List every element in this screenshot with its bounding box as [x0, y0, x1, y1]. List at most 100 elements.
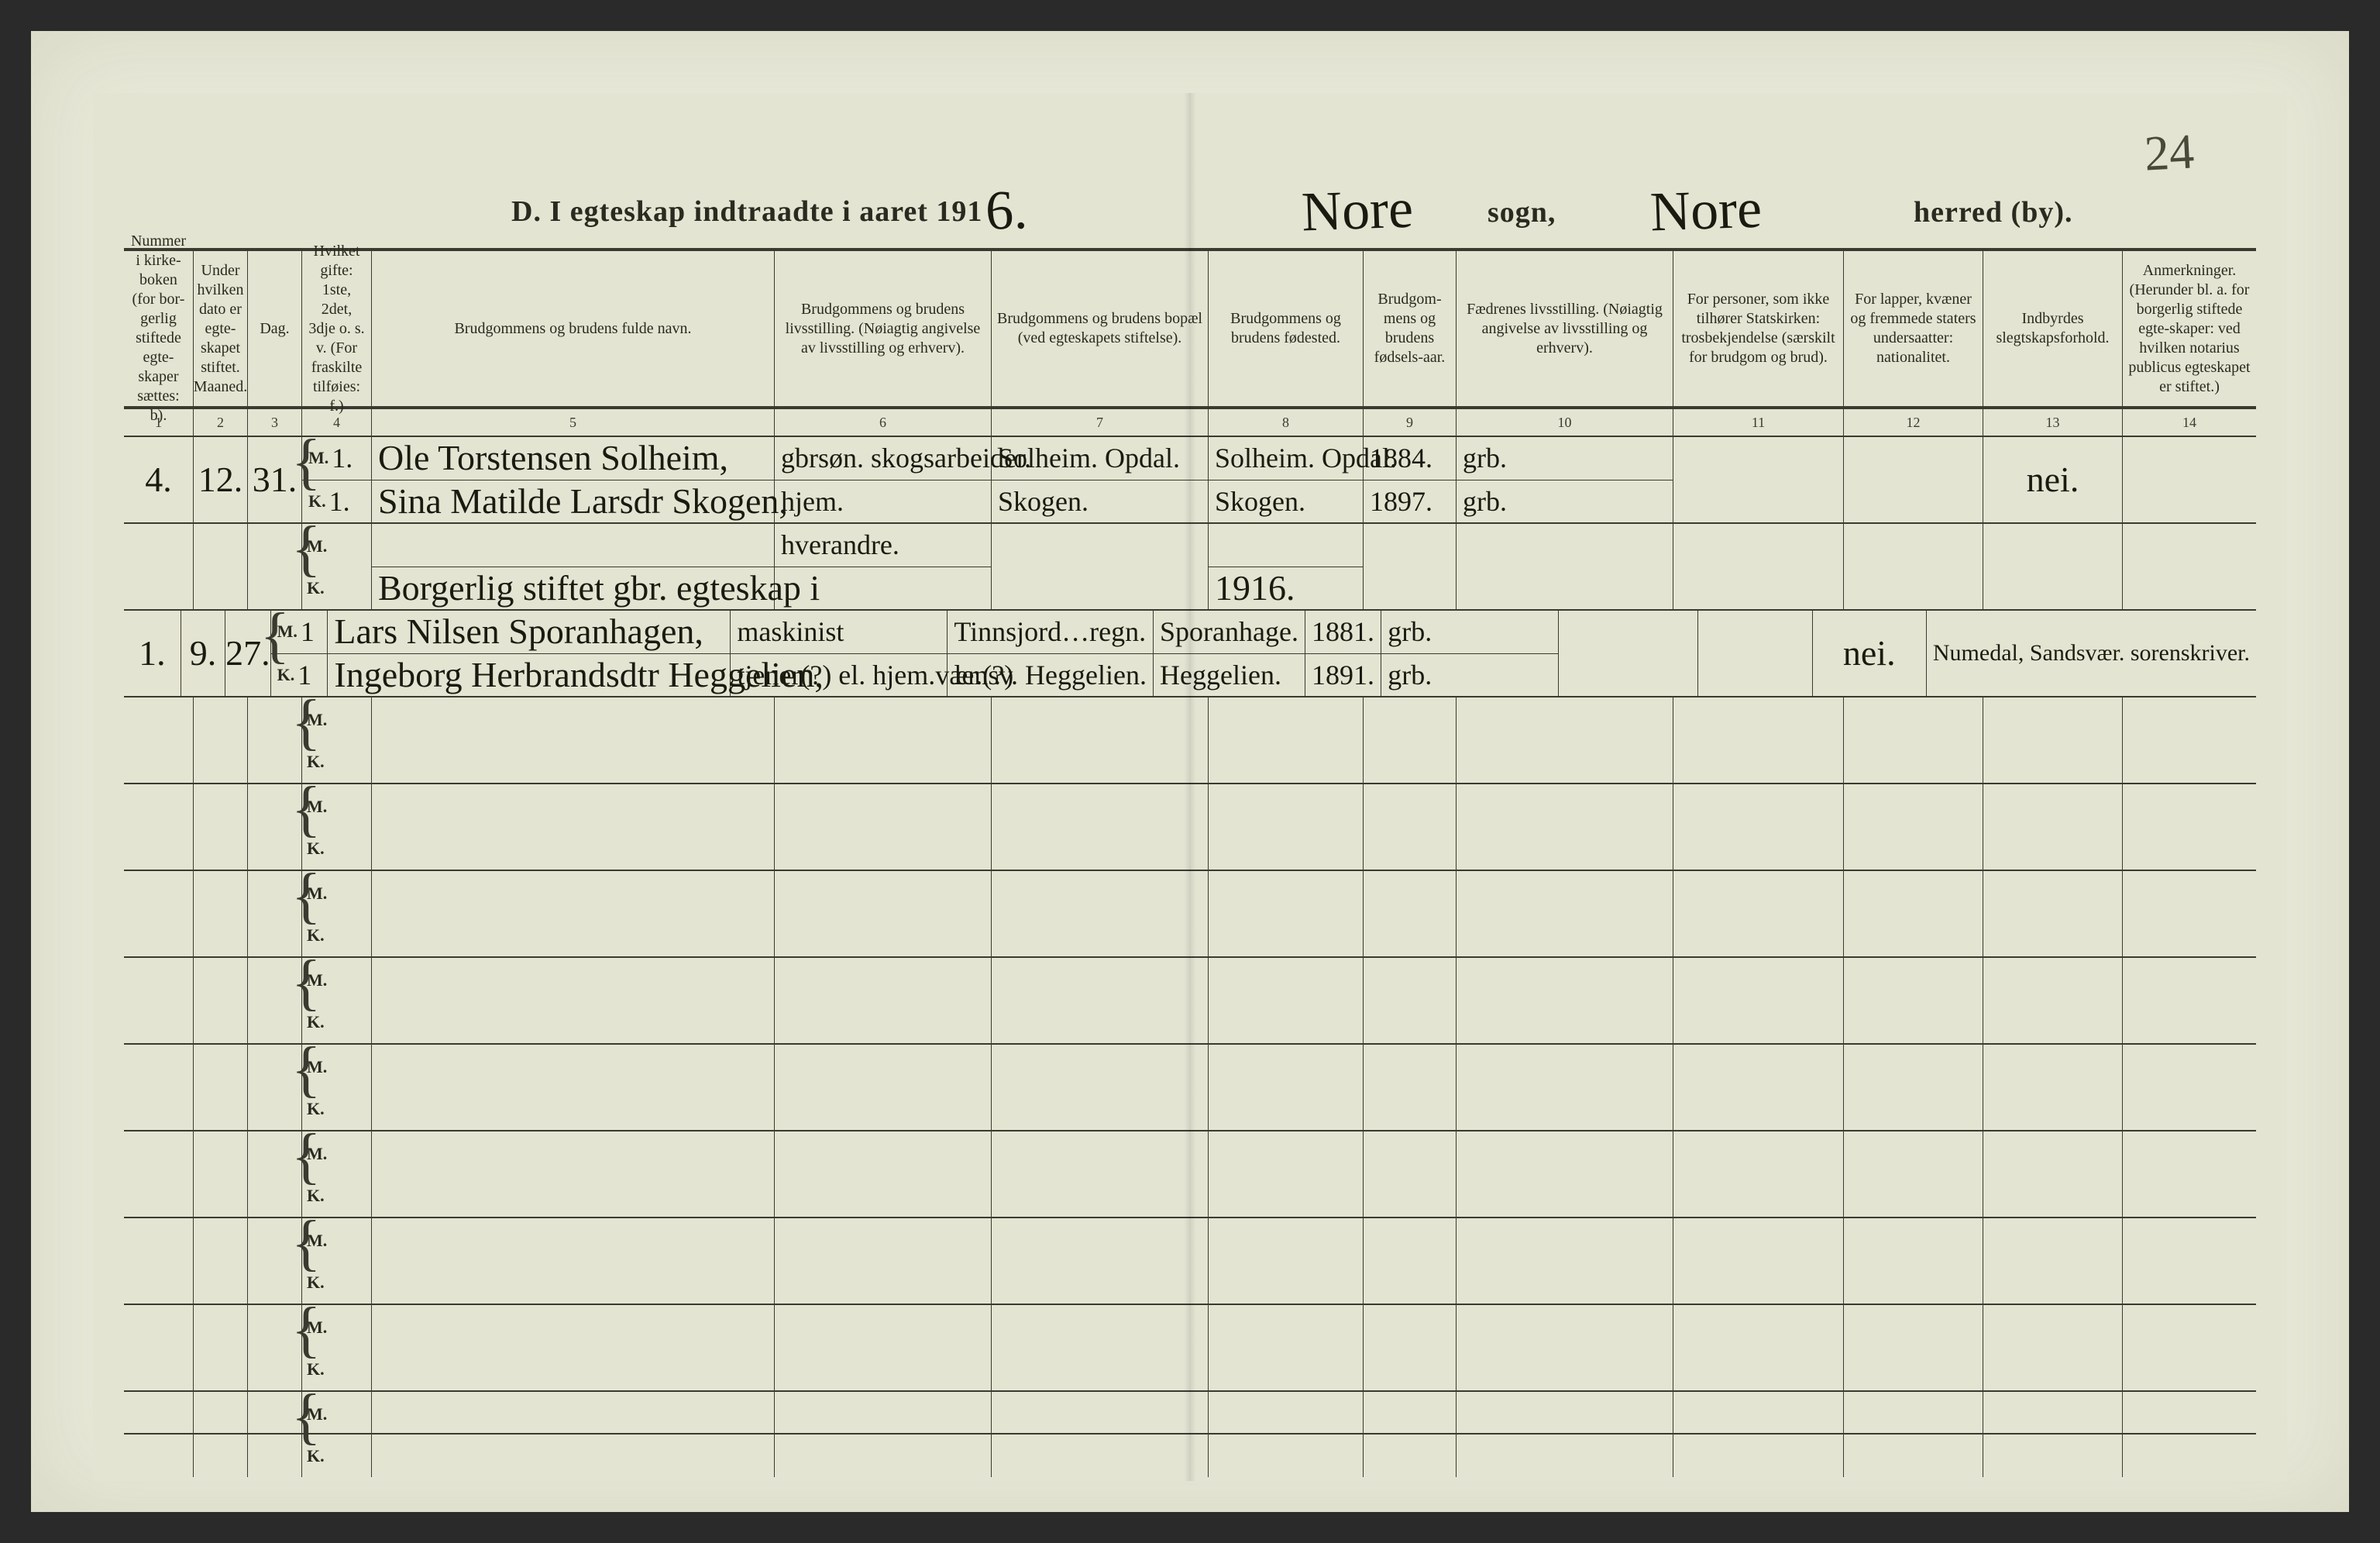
table-cell: { M. 1. K. 1. [302, 437, 372, 522]
sogn-hand: Nore [1301, 177, 1415, 245]
table-cell [1364, 524, 1457, 609]
handwritten-text: 12. [198, 462, 243, 498]
table-cell [1844, 524, 1983, 609]
table-cell [2123, 1045, 2256, 1130]
column-number: 5 [372, 409, 775, 436]
column-header: Fædrenes livsstilling. (Nøiagtig angivel… [1457, 251, 1673, 406]
handwritten-text: 1916. [1215, 570, 1295, 606]
table-cell [1364, 1045, 1457, 1130]
title-prefix: D. I egteskap indtraadte i aaret 191 [511, 195, 982, 228]
table-cell [124, 1392, 194, 1477]
table-cell [1983, 524, 2123, 609]
table-cell [1364, 958, 1457, 1043]
handwritten-text: maskinist [737, 618, 844, 646]
table-cell [372, 958, 775, 1043]
handwritten-text: Tinnsjord…regn. [954, 618, 1146, 646]
mk-label-m: M. [307, 797, 327, 817]
table-cell [992, 871, 1209, 956]
handwritten-text: 9. [190, 635, 217, 671]
table-cell [1983, 784, 2123, 870]
handwritten-text: Borgerlig stiftet gbr. egteskap i [378, 570, 820, 606]
table-cell [1209, 784, 1364, 870]
table-cell [124, 958, 194, 1043]
mk-label-k: K. [307, 839, 325, 859]
handwritten-text: Lars Nilsen Sporanhagen, [334, 614, 703, 649]
mk-label-m: M. [307, 710, 327, 730]
handwritten-text: grb. [1463, 487, 1507, 515]
mk-bracket-cell: { M. K. [302, 1305, 372, 1390]
register-sheet: 24 D. I egteskap indtraadte i aaret 191 … [93, 93, 2287, 1481]
table-cell [1457, 697, 1673, 783]
table-cell [992, 1392, 1209, 1477]
table-cell [1844, 1392, 1983, 1477]
table-cell: gbrsøn. skogsarbeider.hjem. [775, 437, 992, 522]
herred-hand: Nore [1649, 177, 1763, 245]
column-header: Indbyrdes slegtskapsforhold. [1983, 251, 2123, 406]
table-cell [1673, 958, 1844, 1043]
handwritten-text: 1897. [1370, 487, 1432, 515]
handwritten-text: 1 [298, 661, 311, 689]
table-row: { M. K. [124, 1218, 2256, 1305]
column-header: Brudgommens og brudens fødested. [1209, 251, 1364, 406]
table-cell [1983, 1305, 2123, 1390]
handwritten-text: 31. [253, 462, 298, 498]
handwritten-text: 4. [145, 462, 172, 498]
table-cell [992, 1305, 1209, 1390]
column-header: Hvilket gifte: 1ste, 2det, 3dje o. s. v.… [302, 251, 372, 406]
table-cell [992, 1045, 1209, 1130]
column-header: Under hvilken dato er egte-skapet stifte… [194, 251, 248, 406]
handwritten-text: nei. [2027, 462, 2079, 498]
table-row: 1.9.27. { M. 1 K. 1 Lars Nilsen Sporanha… [124, 611, 2256, 697]
handwritten-text: Skogen. [1215, 487, 1305, 515]
column-header: Brudgommens og brudens livsstilling. (Nø… [775, 251, 992, 406]
table-cell [2123, 437, 2256, 522]
table-cell [1983, 1218, 2123, 1304]
table-cell [2123, 1305, 2256, 1390]
table-cell [775, 697, 992, 783]
table-row: { M. K. [124, 1305, 2256, 1392]
mk-bracket-cell: { M. K. [302, 871, 372, 956]
table-cell: grb.grb. [1457, 437, 1673, 522]
mk-label-k: K. [307, 1273, 325, 1293]
column-header: Nummer i kirke-boken (for bor-gerlig sti… [124, 251, 194, 406]
handwritten-text: Ole Torstensen Solheim, [378, 440, 728, 476]
table-cell [124, 1131, 194, 1217]
handwritten-text: nei. [1843, 635, 1896, 671]
table-cell [775, 1131, 992, 1217]
table-cell [2123, 1392, 2256, 1477]
table-cell [2123, 784, 2256, 870]
mk-label-m: M. [307, 970, 327, 990]
table-cell: nei. [1983, 437, 2123, 522]
table-cell [1983, 871, 2123, 956]
table-cell [1844, 871, 1983, 956]
mk-bracket-cell: { M. K. [302, 697, 372, 783]
table-cell: Sporanhage.Heggelien. [1154, 611, 1305, 696]
handwritten-text: Solheim. Opdal. [998, 444, 1180, 472]
handwritten-text: Sina Matilde Larsdr Skogen, [378, 484, 788, 519]
table-cell: 9. [181, 611, 225, 696]
table-cell [1364, 1305, 1457, 1390]
table-header: Nummer i kirke-boken (for bor-gerlig sti… [124, 251, 2256, 409]
table-cell [775, 1392, 992, 1477]
table-cell [992, 697, 1209, 783]
table-cell [992, 524, 1209, 609]
table-cell [1209, 1305, 1364, 1390]
scanned-page: 24 D. I egteskap indtraadte i aaret 191 … [31, 31, 2349, 1512]
table-cell [1673, 437, 1844, 522]
table-cell [2123, 1131, 2256, 1217]
handwritten-text: grb. [1388, 661, 1432, 689]
table-cell [1983, 1392, 2123, 1477]
table-cell [1983, 1131, 2123, 1217]
table-cell [775, 1218, 992, 1304]
table-cell [1844, 1045, 1983, 1130]
table-cell: 12. [194, 437, 248, 522]
column-header: For lapper, kvæner og fremmede staters u… [1844, 251, 1983, 406]
table-row: { M. K. Borgerlig stiftet gbr. egteskap … [124, 524, 2256, 611]
mk-label-k: K. [307, 1012, 325, 1032]
column-number: 7 [992, 409, 1209, 436]
table-cell [1698, 611, 1812, 696]
table-cell [372, 1305, 775, 1390]
table-cell [1457, 1392, 1673, 1477]
table-row: { M. K. [124, 1131, 2256, 1218]
table-cell [992, 958, 1209, 1043]
